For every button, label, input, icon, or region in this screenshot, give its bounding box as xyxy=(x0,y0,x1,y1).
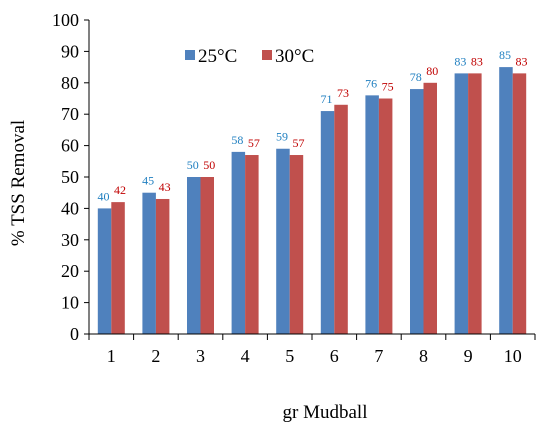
data-label-series-2-cat-10: 83 xyxy=(515,54,527,68)
data-label-series-2-cat-1: 42 xyxy=(114,183,126,197)
data-label-series-2-cat-9: 83 xyxy=(471,54,483,68)
bar-series-2-cat-5 xyxy=(289,155,304,334)
data-label-series-2-cat-3: 50 xyxy=(203,158,215,172)
data-label-series-2-cat-8: 80 xyxy=(426,64,438,78)
bar-series-1-cat-1 xyxy=(97,208,112,334)
data-label-series-1-cat-10: 85 xyxy=(499,48,511,62)
legend: 25°C 30°C xyxy=(185,46,314,67)
legend-swatch-25c xyxy=(185,50,195,60)
x-tick-label: 9 xyxy=(464,346,473,366)
y-tick-label: 30 xyxy=(61,230,79,250)
x-tick-label: 10 xyxy=(504,346,522,366)
data-label-series-1-cat-7: 76 xyxy=(365,76,377,90)
data-label-series-1-cat-2: 45 xyxy=(142,174,154,188)
bar-series-2-cat-10 xyxy=(512,73,527,334)
legend-swatch-30c xyxy=(262,50,272,60)
data-label-series-2-cat-7: 75 xyxy=(382,80,394,94)
x-axis-ticks: 1 2 3 4 5 6 7 8 9 10 xyxy=(88,334,536,366)
legend-label-30c: 30°C xyxy=(275,46,314,67)
y-tick-label: 60 xyxy=(61,136,79,156)
bar-series-1-cat-8 xyxy=(410,89,424,334)
bar-series-2-cat-9 xyxy=(468,73,482,334)
data-label-series-1-cat-9: 83 xyxy=(454,54,466,68)
bar-series-2-cat-8 xyxy=(423,82,437,334)
y-axis-label: % TSS Removal xyxy=(8,120,29,246)
data-label-series-1-cat-1: 40 xyxy=(98,189,110,203)
bar-series-1-cat-2 xyxy=(142,192,156,334)
y-tick-label: 100 xyxy=(52,10,79,30)
bar-series-2-cat-7 xyxy=(378,98,393,334)
bar-series-2-cat-6 xyxy=(334,104,348,334)
y-tick-label: 10 xyxy=(61,293,79,313)
bar-series-1-cat-6 xyxy=(320,111,335,334)
bar-series-2-cat-4 xyxy=(245,155,259,334)
data-label-series-1-cat-8: 78 xyxy=(410,70,422,84)
bar-series-2-cat-2 xyxy=(155,198,170,334)
y-tick-label: 80 xyxy=(61,73,79,93)
x-tick-label: 6 xyxy=(330,346,339,366)
bars xyxy=(97,67,527,334)
y-tick-label: 0 xyxy=(70,324,79,344)
data-label-series-1-cat-6: 71 xyxy=(321,92,333,106)
bar-data-labels: 40 45 50 58 59 71 76 78 83 85 42 43 50 57 57 73 75 80 83 83 xyxy=(98,48,528,203)
x-tick-label: 3 xyxy=(196,346,205,366)
y-tick-label: 90 xyxy=(61,41,79,61)
x-tick-label: 8 xyxy=(419,346,428,366)
x-tick-label: 2 xyxy=(151,346,160,366)
y-tick-label: 70 xyxy=(61,104,79,124)
bar-series-2-cat-1 xyxy=(111,202,125,334)
bar-series-1-cat-5 xyxy=(276,148,290,334)
bar-series-1-cat-7 xyxy=(365,95,379,334)
x-tick-label: 1 xyxy=(107,346,116,366)
bar-series-1-cat-4 xyxy=(231,151,246,334)
data-label-series-2-cat-5: 57 xyxy=(292,136,304,150)
data-label-series-2-cat-6: 73 xyxy=(337,86,349,100)
x-axis-label: gr Mudball xyxy=(283,402,368,422)
bar-series-1-cat-9 xyxy=(454,73,469,334)
y-tick-label: 50 xyxy=(61,167,79,187)
legend-label-25c: 25°C xyxy=(198,46,237,67)
x-tick-label: 4 xyxy=(241,346,250,366)
x-tick-label: 5 xyxy=(285,346,294,366)
x-tick-label: 7 xyxy=(374,346,383,366)
bar-series-1-cat-3 xyxy=(187,177,201,334)
bar-series-1-cat-10 xyxy=(499,67,513,334)
data-label-series-2-cat-4: 57 xyxy=(248,136,260,150)
y-tick-label: 40 xyxy=(61,198,79,218)
data-label-series-1-cat-5: 59 xyxy=(276,130,288,144)
data-label-series-2-cat-2: 43 xyxy=(159,180,171,194)
data-label-series-1-cat-4: 58 xyxy=(231,133,243,147)
data-label-series-1-cat-3: 50 xyxy=(187,158,199,172)
bar-series-2-cat-3 xyxy=(200,177,214,334)
y-tick-label: 20 xyxy=(61,261,79,281)
y-axis-ticks: 0 10 20 30 40 50 60 70 80 90 100 xyxy=(52,10,89,344)
